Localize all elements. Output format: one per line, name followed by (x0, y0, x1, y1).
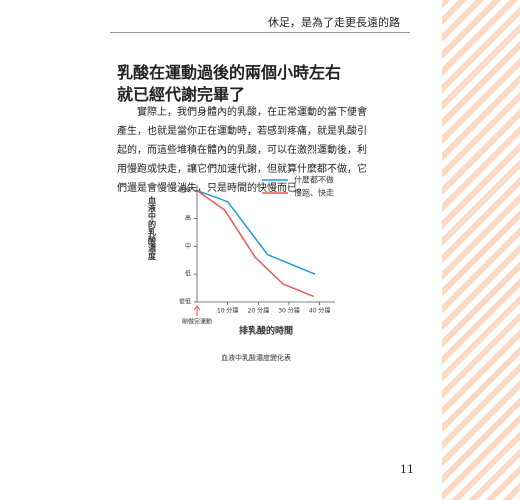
y-tick-label: 低 (185, 270, 191, 278)
y-tick-label: 高 (185, 214, 191, 222)
x-axis-title: 排乳酸的時間 (239, 325, 293, 337)
x-tick-label: 10 分鐘 (217, 307, 239, 315)
heading-line: 就已經代謝完畢了 (117, 85, 246, 104)
body-text: 實際上，我們身體內的乳酸，在正常運動的當下便會產生，也就是當你正在運動時，若感到… (117, 107, 367, 194)
header-rule (110, 32, 410, 33)
arrow (193, 305, 201, 316)
chart-caption: 血液中乳酸濃度變化表 (221, 353, 291, 362)
legend-label: 慢跑、快走 (294, 188, 334, 198)
y-tick-label: 很低 (179, 298, 191, 306)
page-number: 11 (400, 463, 414, 476)
data-line (196, 189, 316, 275)
y-tick-label: 中 (185, 242, 191, 250)
heading: 乳酸在運動過後的兩個小時左右 就已經代謝完畢了 (117, 62, 341, 106)
x-tick-label: 40 分鐘 (309, 307, 331, 315)
y-tick-label: 超高 (179, 186, 191, 194)
x-tick-label: 30 分鐘 (278, 307, 300, 315)
x-tick-label: 20 分鐘 (248, 307, 270, 315)
data-line (196, 189, 314, 298)
running-header: 休足，是為了走更長遠的路 (268, 16, 400, 29)
legend-label: 什麼都不做 (294, 175, 334, 185)
y-axis-title: 血液中的乳酸濃度 (147, 195, 157, 261)
annotation: 剛做完運動 (182, 318, 212, 326)
heading-line: 乳酸在運動過後的兩個小時左右 (117, 63, 342, 82)
stripe-decoration (442, 0, 520, 500)
